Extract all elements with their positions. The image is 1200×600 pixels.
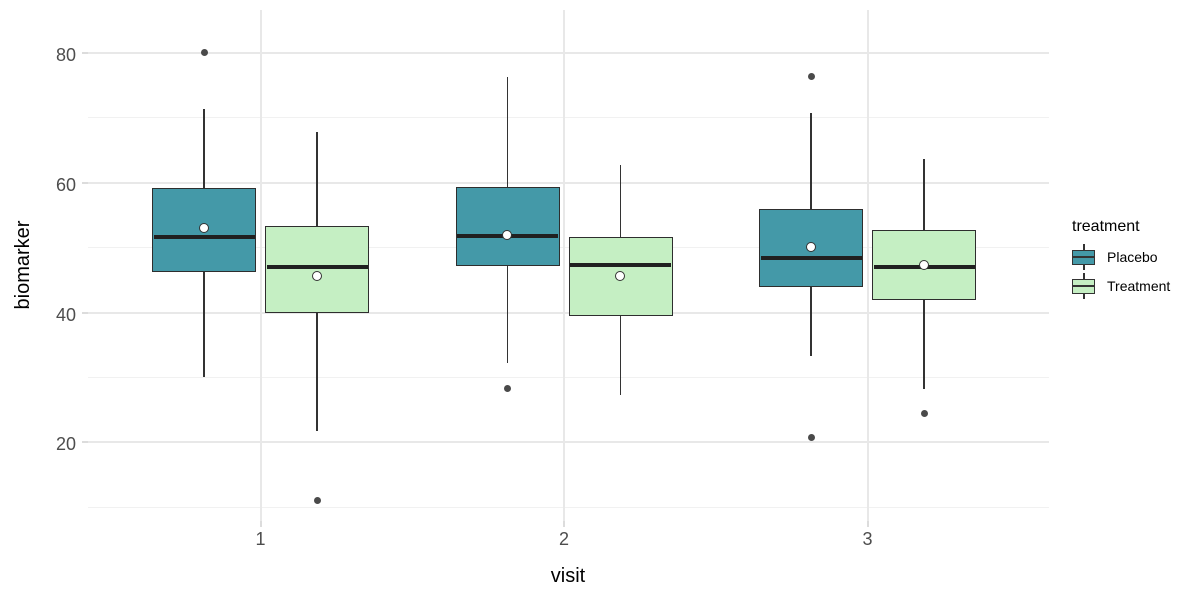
y-gridline-major [88, 181, 1049, 184]
mean-point-placebo-visit-3 [805, 242, 816, 253]
mean-point-treatment-visit-2 [615, 270, 625, 281]
mean-point-treatment-visit-1 [311, 270, 322, 281]
box-placebo-visit-2 [455, 186, 560, 267]
y-gridline-minor [88, 117, 1049, 119]
legend-label-treatment: Treatment [1107, 278, 1171, 294]
legend-label-placebo: Placebo [1107, 249, 1158, 265]
x-tick-mark [563, 521, 565, 527]
y-tick-label: 20 [55, 434, 76, 455]
box-treatment-visit-1 [265, 226, 369, 314]
legend: treatment Placebo Treatment [1072, 218, 1170, 304]
outlier-point-placebo-visit-3 [807, 73, 815, 81]
x-tick-label: 1 [255, 529, 266, 549]
y-gridline-major [88, 441, 1049, 444]
median-line-treatment-visit-2 [570, 263, 671, 268]
y-tick-mark [82, 51, 88, 54]
boxplot-key-icon [1072, 244, 1095, 270]
y-tick-label: 80 [55, 44, 76, 65]
x-gridline-major [259, 10, 262, 521]
x-tick-mark [866, 521, 869, 527]
median-line-placebo-visit-1 [153, 234, 255, 239]
key-median-line [1072, 285, 1095, 287]
key-median-line [1072, 256, 1095, 258]
outlier-point-treatment-visit-3 [920, 410, 928, 418]
y-tick-label: 40 [55, 304, 76, 325]
x-tick-mark [259, 521, 262, 527]
mean-point-placebo-visit-2 [502, 230, 512, 241]
legend-title: treatment [1072, 218, 1140, 235]
mean-point-placebo-visit-1 [198, 223, 209, 234]
y-gridline-major [88, 51, 1049, 54]
outlier-point-placebo-visit-1 [200, 49, 208, 57]
boxplot-key-icon [1072, 273, 1095, 299]
y-gridline-minor [88, 506, 1049, 508]
mean-point-treatment-visit-3 [918, 260, 929, 271]
x-gridline-major [563, 10, 565, 521]
y-tick-label: 60 [55, 174, 76, 195]
legend-entry-placebo: Placebo [1072, 244, 1170, 270]
x-tick-label: 3 [862, 529, 873, 549]
outlier-point-placebo-visit-3 [807, 434, 815, 442]
median-line-treatment-visit-1 [266, 265, 368, 270]
y-gridline-minor [88, 377, 1049, 378]
outlier-point-treatment-visit-1 [313, 496, 321, 504]
x-axis-title: visit [550, 565, 586, 587]
y-axis-title: biomarker [12, 220, 34, 310]
x-tick-label: 2 [558, 529, 569, 549]
outlier-point-placebo-visit-2 [504, 385, 511, 393]
y-tick-mark [82, 441, 88, 444]
y-tick-mark [82, 311, 88, 314]
legend-entry-treatment: Treatment [1072, 273, 1171, 299]
x-gridline-major [866, 10, 869, 521]
y-tick-mark [82, 181, 88, 184]
median-line-placebo-visit-3 [760, 256, 862, 261]
